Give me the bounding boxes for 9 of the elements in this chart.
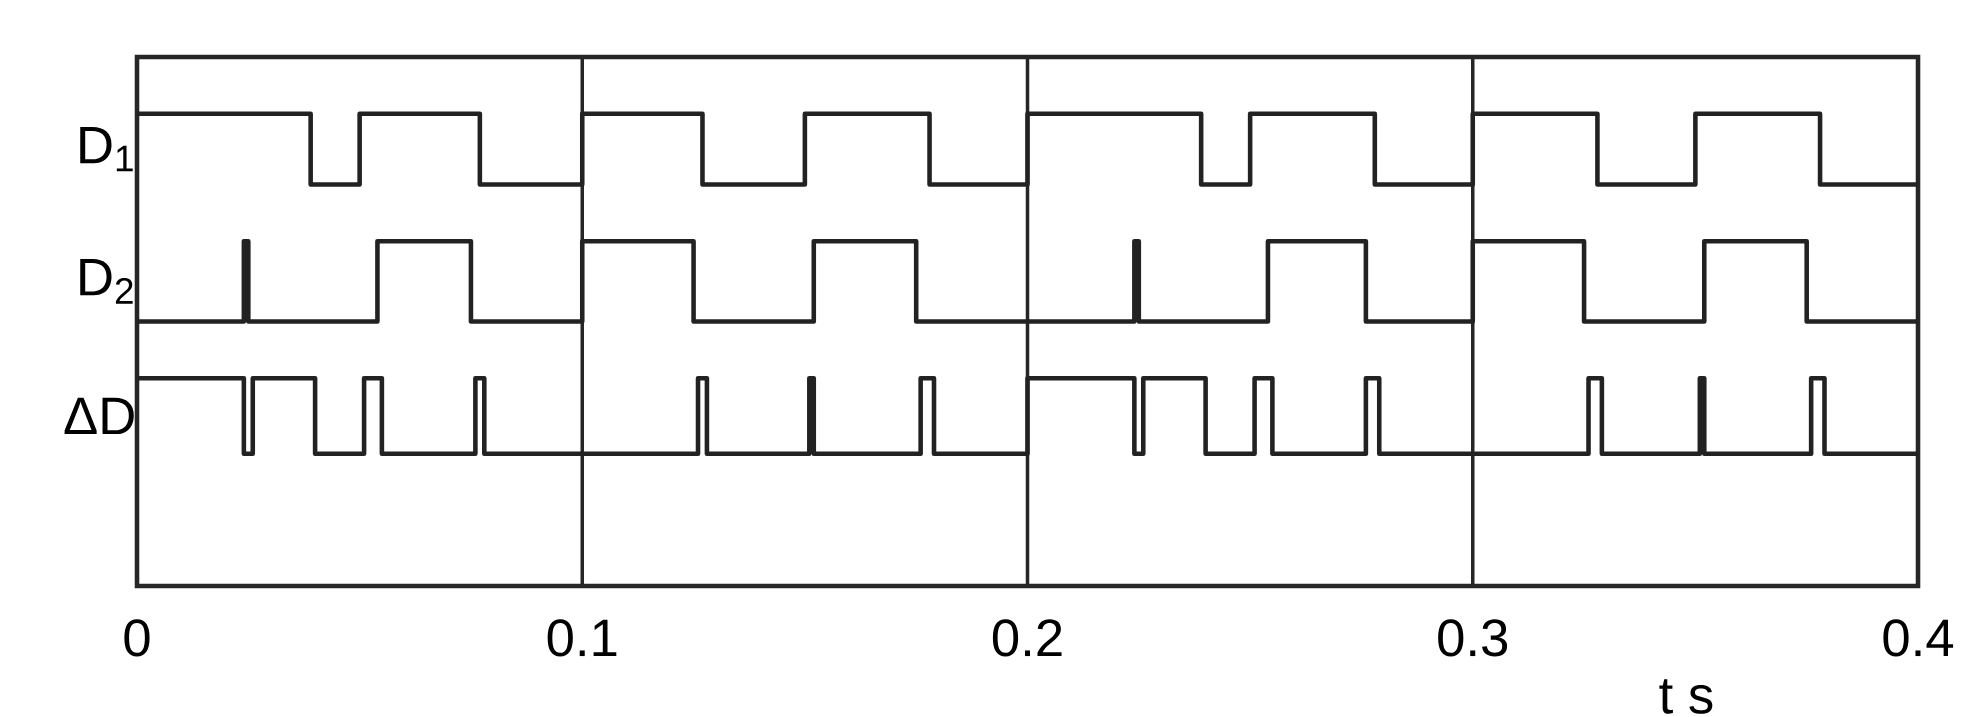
x-tick-label: 0.1 <box>547 619 617 657</box>
x-axis-title: t s <box>1659 679 1713 714</box>
series-label: ΔD <box>64 397 134 435</box>
x-tick-label: 0.3 <box>1438 619 1508 657</box>
x-tick-label: 0.4 <box>1883 619 1954 657</box>
series-label: D$_{1}$ <box>80 126 133 172</box>
series-label: D$_{2}$ <box>80 259 133 304</box>
x-tick-label: 0.2 <box>992 619 1062 657</box>
x-tick-label: 0 <box>124 619 150 657</box>
